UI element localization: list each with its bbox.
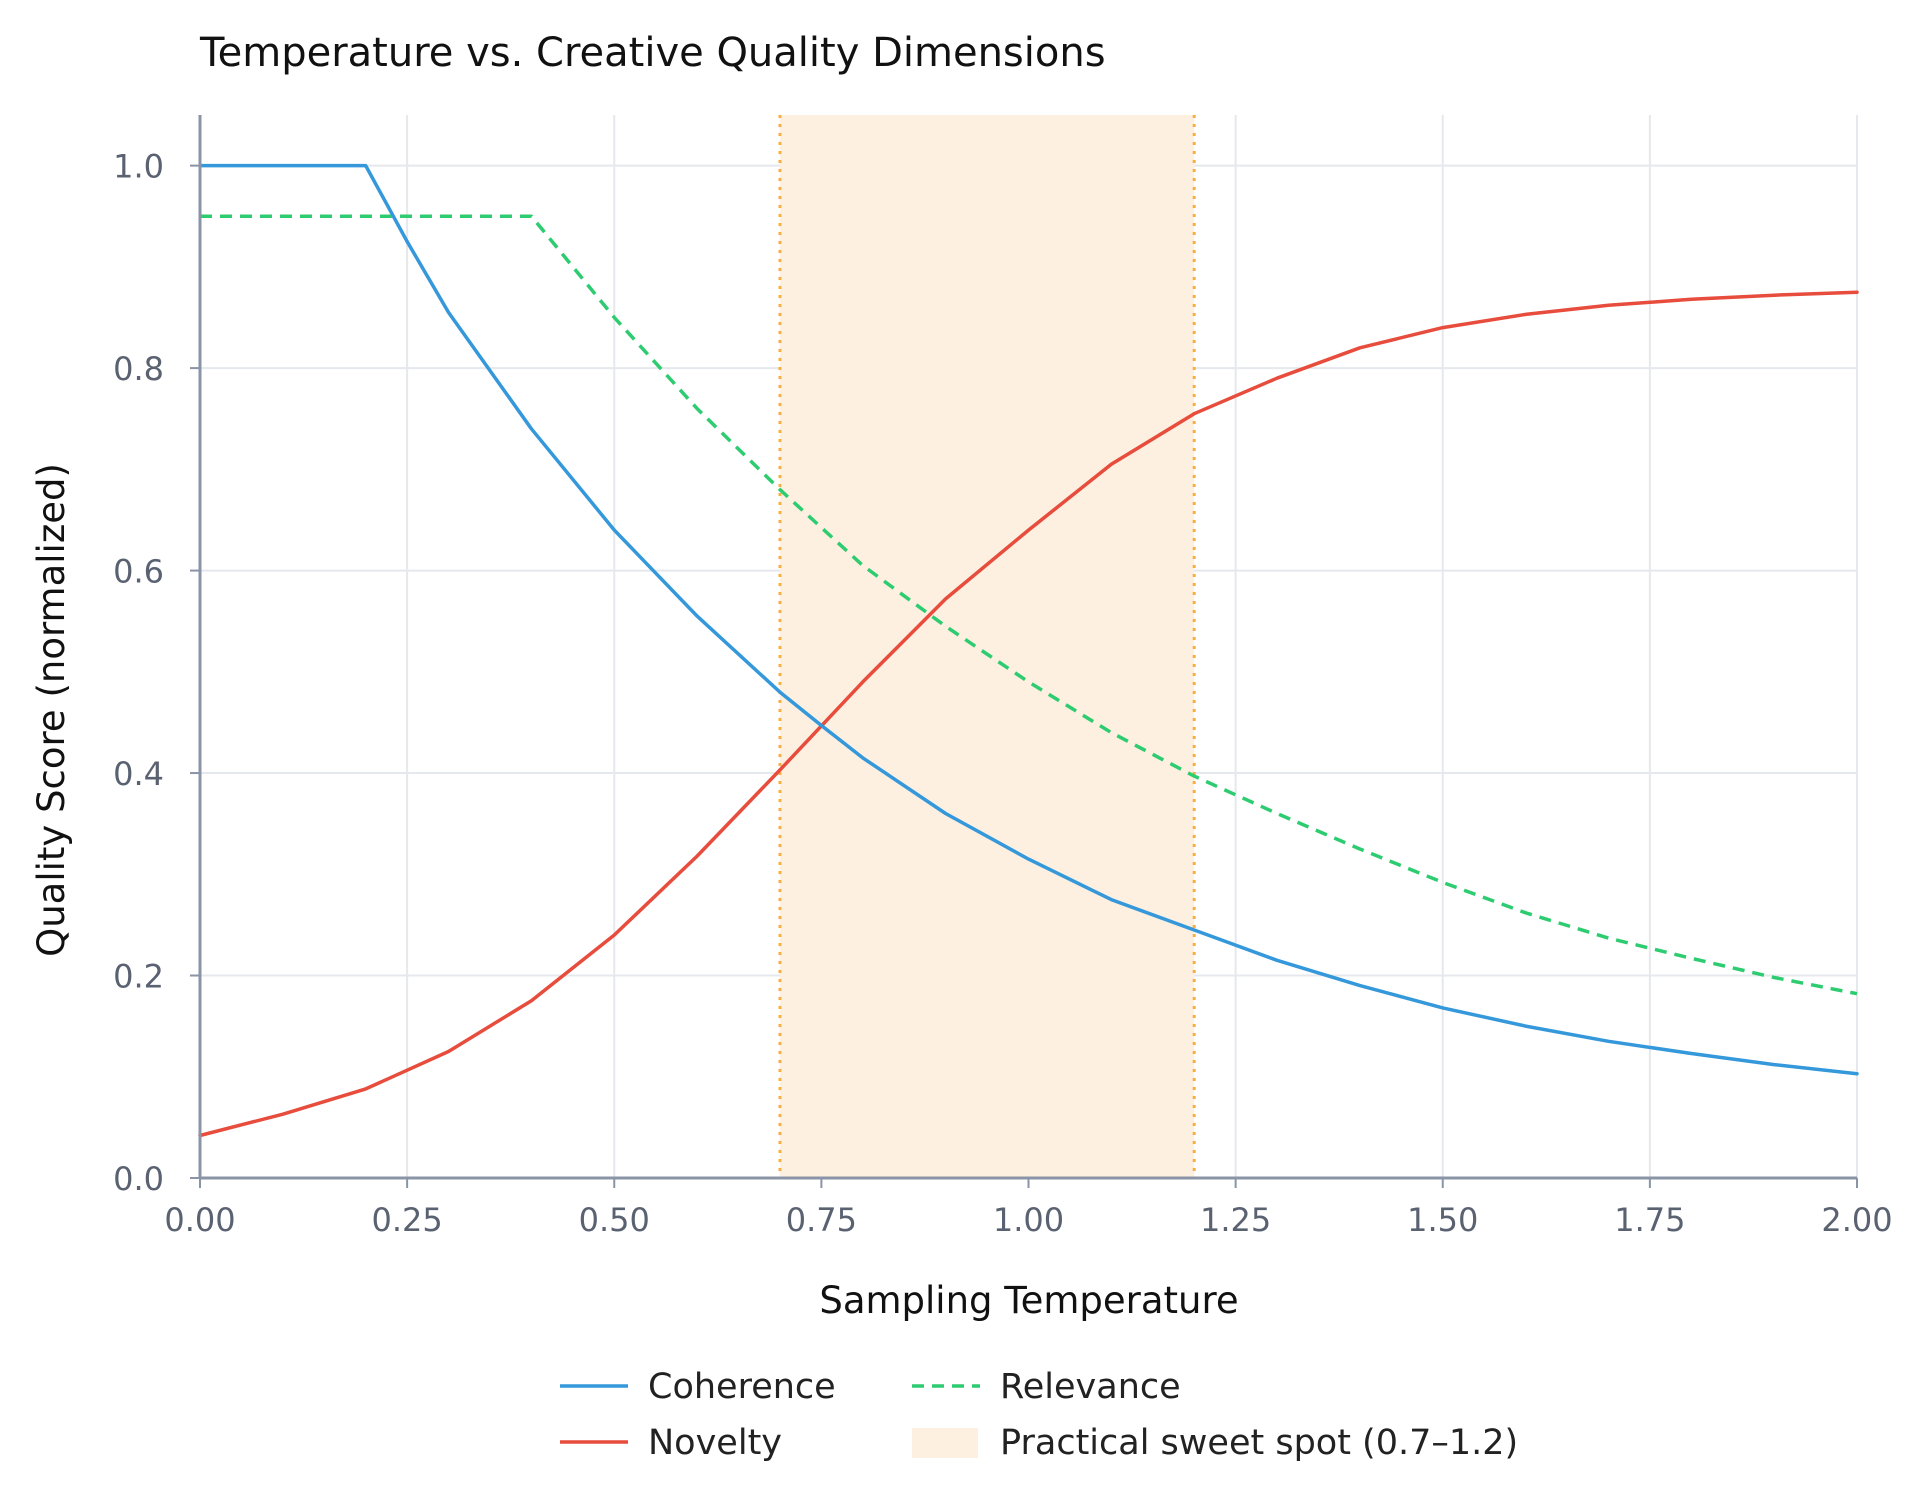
sweet-spot-band	[779, 115, 1195, 1178]
legend-label-relevance: Relevance	[1000, 1367, 1181, 1407]
x-tick-label: 1.75	[1614, 1201, 1685, 1239]
axes	[190, 115, 1858, 1188]
tick-labels: 0.00 0.25 0.50 0.75 1.00 1.25 1.50 1.75 2.00 0.0 0…	[113, 148, 1893, 1239]
legend-label-sweet-spot: Practical sweet spot (0.7–1.2)	[1000, 1423, 1518, 1463]
x-tick-label: 1.25	[1200, 1201, 1271, 1239]
y-tick-label: 0.4	[113, 755, 164, 793]
x-tick-label: 1.00	[993, 1201, 1064, 1239]
y-tick-label: 1.0	[113, 148, 164, 186]
x-tick-label: 0.75	[786, 1201, 857, 1239]
x-tick-label: 2.00	[1821, 1201, 1892, 1239]
y-axis-label: Quality Score (normalized)	[30, 463, 73, 957]
series-line-coherence	[198, 163, 1859, 1076]
series-line-novelty	[198, 290, 1859, 1138]
y-tick-label: 0.6	[113, 553, 164, 591]
legend: Coherence Novelty Relevance Practical sw…	[560, 1367, 1518, 1463]
y-tick-label: 0.0	[113, 1160, 164, 1198]
series-line-relevance	[200, 214, 1858, 996]
legend-label-coherence: Coherence	[648, 1367, 836, 1407]
legend-label-novelty: Novelty	[648, 1423, 782, 1463]
x-tick-label: 1.50	[1407, 1201, 1478, 1239]
y-tick-label: 0.8	[113, 350, 164, 388]
series-lines	[198, 163, 1859, 1138]
sweet-spot-region	[778, 115, 1196, 1178]
x-tick-label: 0.25	[372, 1201, 443, 1239]
y-tick-label: 0.2	[113, 958, 164, 996]
legend-swatch-sweet-spot	[912, 1428, 978, 1458]
x-tick-label: 0.00	[164, 1201, 235, 1239]
x-axis-label: Sampling Temperature	[819, 1279, 1238, 1322]
plot-area: 0.00 0.25 0.50 0.75 1.00 1.25 1.50 1.75 2.00 0.0 0…	[113, 115, 1893, 1239]
chart-title: Temperature vs. Creative Quality Dimensi…	[199, 30, 1106, 76]
x-tick-label: 0.50	[579, 1201, 650, 1239]
